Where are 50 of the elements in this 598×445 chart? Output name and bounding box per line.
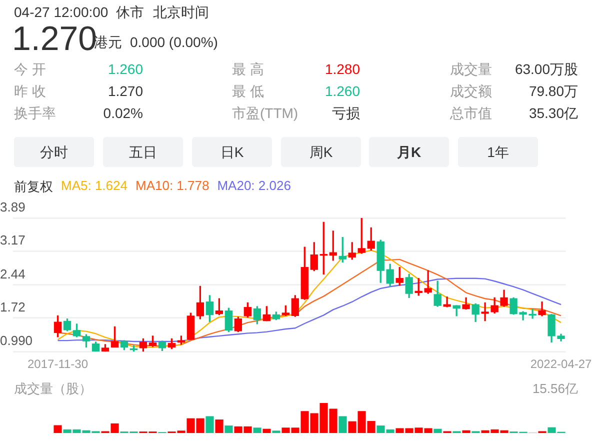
text: 最 低	[232, 83, 264, 101]
x-tick-label: 2022-04-27	[530, 357, 592, 372]
text: 1.270	[108, 83, 143, 99]
text: 最 高	[232, 61, 264, 79]
bar	[215, 420, 224, 433]
text: 35.30亿	[528, 105, 578, 123]
text: 休市	[116, 4, 144, 22]
text: 1.280	[324, 61, 360, 77]
bar	[54, 425, 62, 433]
y-tick-label: 3.17	[0, 232, 26, 248]
y-tick-label: 1.72	[0, 300, 26, 315]
text: 亏损	[332, 105, 360, 123]
text: 1.260	[108, 61, 143, 77]
text: 成交额	[450, 83, 492, 101]
text: 五日	[103, 137, 183, 167]
text: 1.260	[324, 83, 360, 99]
text: 分时	[14, 137, 94, 167]
text: MA10: 1.778	[136, 178, 210, 195]
text: 总市值	[450, 105, 492, 123]
text: 市盈(TTM)	[232, 105, 298, 123]
text: 北京时间	[153, 4, 209, 22]
text: 15.56亿	[532, 380, 578, 398]
bar	[206, 416, 214, 433]
bar	[262, 428, 271, 433]
text: 0.000 (0.00%)	[130, 34, 218, 50]
y-tick-label: 3.89	[0, 200, 26, 215]
text: 0.02%	[103, 105, 143, 121]
text: 周K	[281, 137, 361, 167]
text: 今 开	[14, 61, 46, 79]
bar	[462, 430, 470, 433]
text: MA5: 1.624	[61, 178, 128, 195]
text: 1年	[458, 137, 538, 167]
bar	[224, 426, 233, 433]
text: 成交量	[450, 61, 492, 79]
legend-title: 前复权	[14, 178, 53, 196]
y-tick-label: 2.44	[0, 266, 26, 282]
x-tick-label: 2017-11-30	[28, 357, 88, 372]
bar	[338, 416, 347, 433]
y-tick-label: 0.990	[0, 333, 33, 348]
chart-title: 成交量（股）	[14, 380, 92, 398]
text: 79.80万	[528, 83, 578, 101]
text: MA20: 2.026	[217, 178, 291, 195]
bar	[253, 428, 262, 433]
text: 63.00万股	[514, 61, 578, 79]
text: 换手率	[14, 105, 56, 123]
bar	[434, 428, 442, 433]
text: 昨 收	[14, 83, 46, 101]
text: 月K	[369, 137, 449, 167]
text: 04-27 12:00:00	[14, 4, 108, 20]
text: 日K	[192, 137, 272, 167]
